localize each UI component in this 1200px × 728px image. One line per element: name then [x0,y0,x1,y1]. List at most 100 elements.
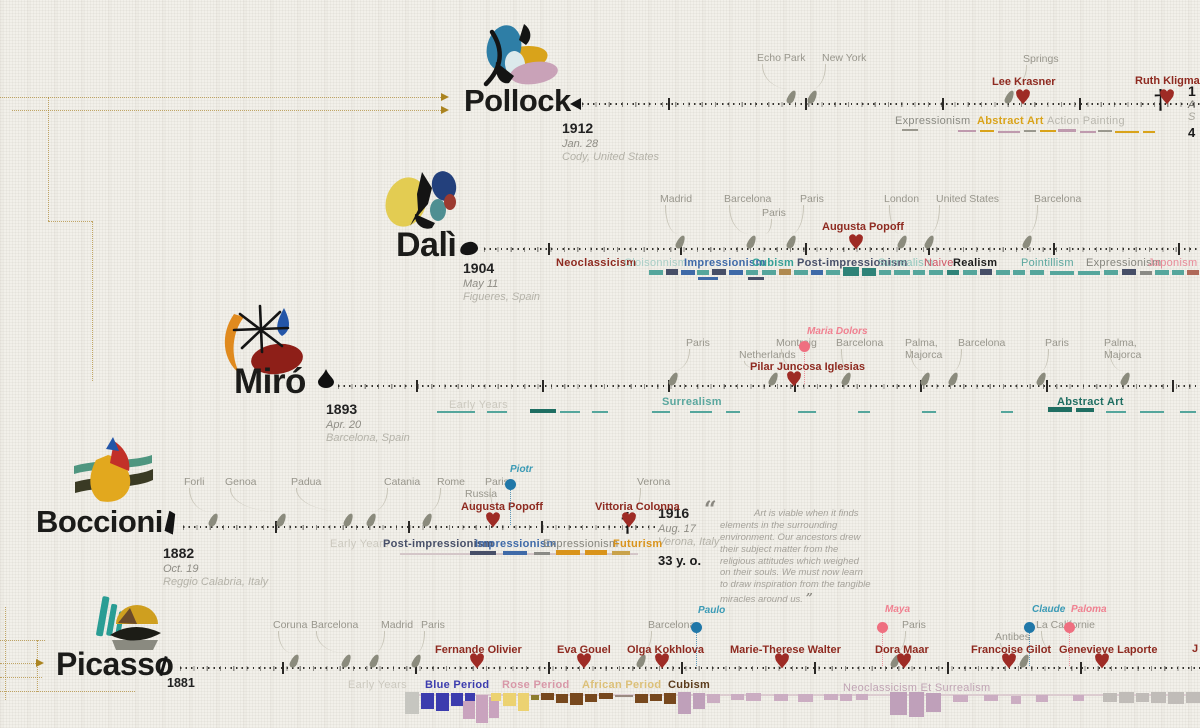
decade-tick [681,662,683,674]
child-name: Maya [885,604,911,615]
artwork-mark [984,695,998,701]
child-name: Paloma [1071,604,1107,615]
love-heart-icon [787,371,801,387]
city-label: Springs [1023,53,1059,65]
movement-label: Abstract Art [977,115,1044,127]
city-connector [374,631,385,653]
artwork-mark [840,694,852,701]
artwork-mark [698,277,718,280]
city-label: Paris [485,476,509,488]
lover-name: Pilar Juncosa Iglesias [750,361,865,373]
artwork-mark [491,693,501,701]
city-label: London [884,193,920,205]
artwork-mark [879,270,891,275]
birth-year: 1882 [163,545,195,561]
artwork-mark [1119,692,1134,703]
child-connector [804,351,805,384]
city-label: Paris [800,193,824,205]
artist-name-boccioni: Boccioni [36,504,163,539]
decade-tick [408,521,410,533]
birth-year: 1893 [326,401,358,417]
artwork-mark [556,550,580,555]
artist-name-pollock: Pollock [464,83,571,118]
artwork-mark [1155,270,1169,275]
artwork-mark [980,269,992,275]
decade-tick [548,662,550,674]
artwork-mark [518,693,529,711]
artwork-mark [890,692,907,715]
artwork-mark [592,411,608,413]
artwork-mark [437,411,475,413]
birth-info-miro: 1893 Apr. 20 Barcelona, Spain [326,401,410,446]
timeline-year-ticks-picasso [180,666,1200,671]
artwork-mark [649,270,663,275]
influence-line [0,97,441,98]
lover-name: Ruth Kligman [1135,75,1200,87]
decade-tick [1080,662,1082,674]
decade-tick [1046,380,1048,392]
city-connector [673,349,690,371]
artwork-mark [729,270,743,275]
artwork-mark [1076,408,1094,412]
city-connector [929,205,940,234]
artwork-mark [635,694,648,703]
artwork-mark [1050,271,1074,275]
child-connector [510,489,511,525]
birth-marker-icon [570,98,581,110]
artwork-mark [1048,407,1072,412]
pollock-logo [483,24,558,87]
picasso-logo [96,596,161,650]
city-label: Barcelona [648,619,696,631]
artwork-mark [503,551,527,555]
clipped-lover-name-picasso: J [1192,643,1199,655]
movement-label: Rose Period [502,679,570,691]
child-birth-marker-icon [1064,622,1075,633]
city-label: Paris [421,619,445,631]
artwork-mark [843,267,859,276]
city-label: Catania [384,476,421,488]
city-connector [910,349,923,371]
artwork-mark [1151,692,1166,703]
artwork-mark [664,693,676,704]
city-connector [490,488,497,512]
birth-info-dali: 1904 May 11 Figueres, Spain [463,260,540,305]
movement-label: Japonism [1148,257,1198,269]
artwork-mark [1040,130,1056,132]
artwork-mark [1030,270,1044,275]
artwork-mark [560,411,580,413]
city-label: United States [936,193,1000,205]
decade-tick [1053,243,1055,255]
artist-name-miro: Miró [234,362,306,401]
birth-date: Oct. 19 [163,562,199,575]
decade-tick [814,662,816,674]
decade-tick [942,98,944,110]
artwork-mark [487,411,507,413]
decade-tick [805,243,807,255]
birth-date: Apr. 20 [326,418,362,431]
artwork-mark [1143,131,1155,133]
artwork-mark [1024,130,1036,132]
city-label: Madrid [660,193,693,205]
city-connector [427,488,441,512]
boccioni-logo [74,437,153,502]
artwork-mark [1186,692,1200,703]
city-label: Barcelona [958,337,1006,349]
city-connector [765,219,772,234]
artwork-mark [690,411,712,413]
influence-line [0,691,135,692]
city-label: Echo Park [757,52,806,64]
death-age: 33 y. o. [658,553,702,568]
city-connector [953,349,962,371]
artwork-mark [824,694,838,700]
artwork-mark [798,694,813,702]
city-connector [296,488,346,512]
decade-tick [415,662,417,674]
influence-line [0,677,42,678]
movement-label: Expressionism [895,115,971,127]
clipped-line: 1 [1188,83,1196,99]
decade-tick [668,98,670,110]
influence-arrow-icon [441,93,449,101]
love-heart-icon [470,653,484,669]
clipped-line: S [1188,111,1196,124]
clipped-line: 4 [1188,124,1196,140]
